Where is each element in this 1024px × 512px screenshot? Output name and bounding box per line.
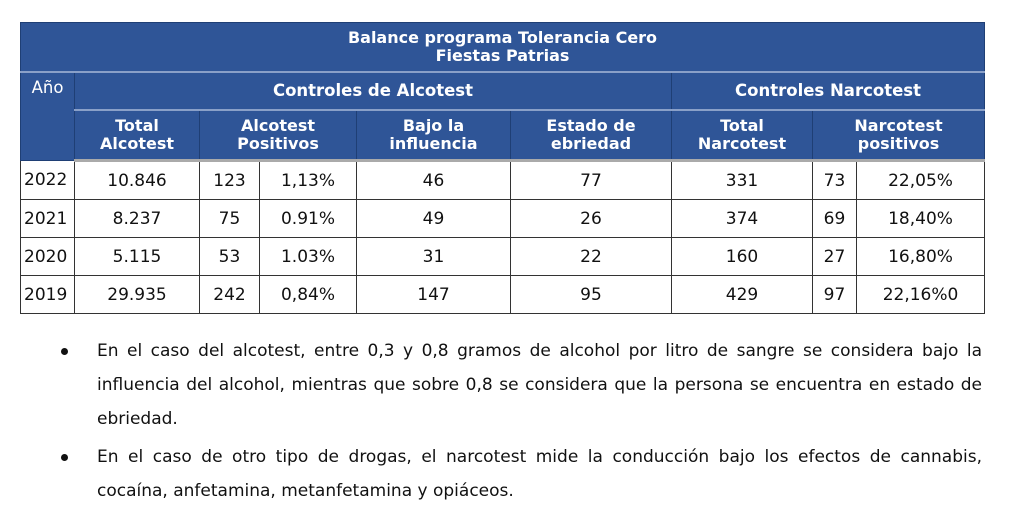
notes-list: En el caso del alcotest, entre 0,3 y 0,8… xyxy=(57,334,982,512)
cell-alc-pos: 53 xyxy=(199,237,260,276)
cell-bajo: 46 xyxy=(356,160,511,200)
header-controles-alcotest: Controles de Alcotest xyxy=(74,71,672,111)
note-item: En el caso de otro tipo de drogas, el na… xyxy=(57,440,982,508)
cell-total-narco: 331 xyxy=(671,160,813,200)
cell-alc-pct: 0.91% xyxy=(259,199,357,238)
cell-bajo: 49 xyxy=(356,199,511,238)
cell-narco-pos: 73 xyxy=(812,160,857,200)
cell-narco-pos: 27 xyxy=(812,237,857,276)
cell-total-narco: 160 xyxy=(671,237,813,276)
cell-alc-pct: 1.03% xyxy=(259,237,357,276)
table-row: 2020 5.115 53 1.03% 31 22 160 27 16,80% xyxy=(20,237,986,276)
cell-total-alcotest: 10.846 xyxy=(74,160,200,200)
header-year: Año xyxy=(20,71,75,161)
table-row: 2022 10.846 123 1,13% 46 77 331 73 22,05% xyxy=(20,160,986,200)
cell-alc-pct: 0,84% xyxy=(259,275,357,314)
cell-alc-pos: 242 xyxy=(199,275,260,314)
cell-total-alcotest: 8.237 xyxy=(74,199,200,238)
cell-year: 2021 xyxy=(20,199,75,238)
cell-estado: 22 xyxy=(510,237,672,276)
cell-narco-pos: 97 xyxy=(812,275,857,314)
header-estado-ebriedad: Estado de ebriedad xyxy=(510,109,672,162)
cell-total-alcotest: 5.115 xyxy=(74,237,200,276)
note-item: En el caso del alcotest, entre 0,3 y 0,8… xyxy=(57,334,982,436)
bullet-icon xyxy=(61,348,68,355)
header-bajo-influencia: Bajo la influencia xyxy=(356,109,511,162)
cell-alc-pos: 75 xyxy=(199,199,260,238)
cell-bajo: 31 xyxy=(356,237,511,276)
cell-narco-pct: 18,40% xyxy=(855,199,986,238)
header-narcotest-positivos: Narcotest positivos xyxy=(811,109,986,162)
cell-estado: 95 xyxy=(510,275,672,314)
cell-bajo: 147 xyxy=(356,275,511,314)
cell-total-narco: 374 xyxy=(671,199,813,238)
bullet-icon xyxy=(61,454,68,461)
note-text: En el caso de otro tipo de drogas, el na… xyxy=(97,447,982,501)
table-row: 2019 29.935 242 0,84% 147 95 429 97 22,16%0 xyxy=(20,275,986,314)
cell-total-narco: 429 xyxy=(671,275,813,314)
note-text: En el caso del alcotest, entre 0,3 y 0,8… xyxy=(97,341,982,429)
cell-alc-pct: 1,13% xyxy=(259,160,357,200)
header-alcotest-positivos: Alcotest Positivos xyxy=(199,109,357,162)
cell-narco-pct: 22,16%0 xyxy=(855,275,986,314)
cell-year: 2020 xyxy=(20,237,75,276)
cell-narco-pct: 16,80% xyxy=(855,237,986,276)
cell-total-alcotest: 29.935 xyxy=(74,275,200,314)
cell-narco-pct: 22,05% xyxy=(855,160,986,200)
cell-estado: 26 xyxy=(510,199,672,238)
balance-table: Balance programa Tolerancia Cero Fiestas … xyxy=(19,22,986,314)
table-row: 2021 8.237 75 0.91% 49 26 374 69 18,40% xyxy=(20,199,986,238)
cell-year: 2019 xyxy=(20,275,75,314)
cell-alc-pos: 123 xyxy=(199,160,260,200)
header-controles-narcotest: Controles Narcotest xyxy=(670,71,986,111)
header-total-narcotest: Total Narcotest xyxy=(671,109,813,162)
cell-narco-pos: 69 xyxy=(812,199,857,238)
cell-year: 2022 xyxy=(20,160,75,200)
cell-estado: 77 xyxy=(510,160,672,200)
table-title: Balance programa Tolerancia Cero Fiestas … xyxy=(19,22,986,73)
header-total-alcotest: Total Alcotest xyxy=(74,109,200,162)
